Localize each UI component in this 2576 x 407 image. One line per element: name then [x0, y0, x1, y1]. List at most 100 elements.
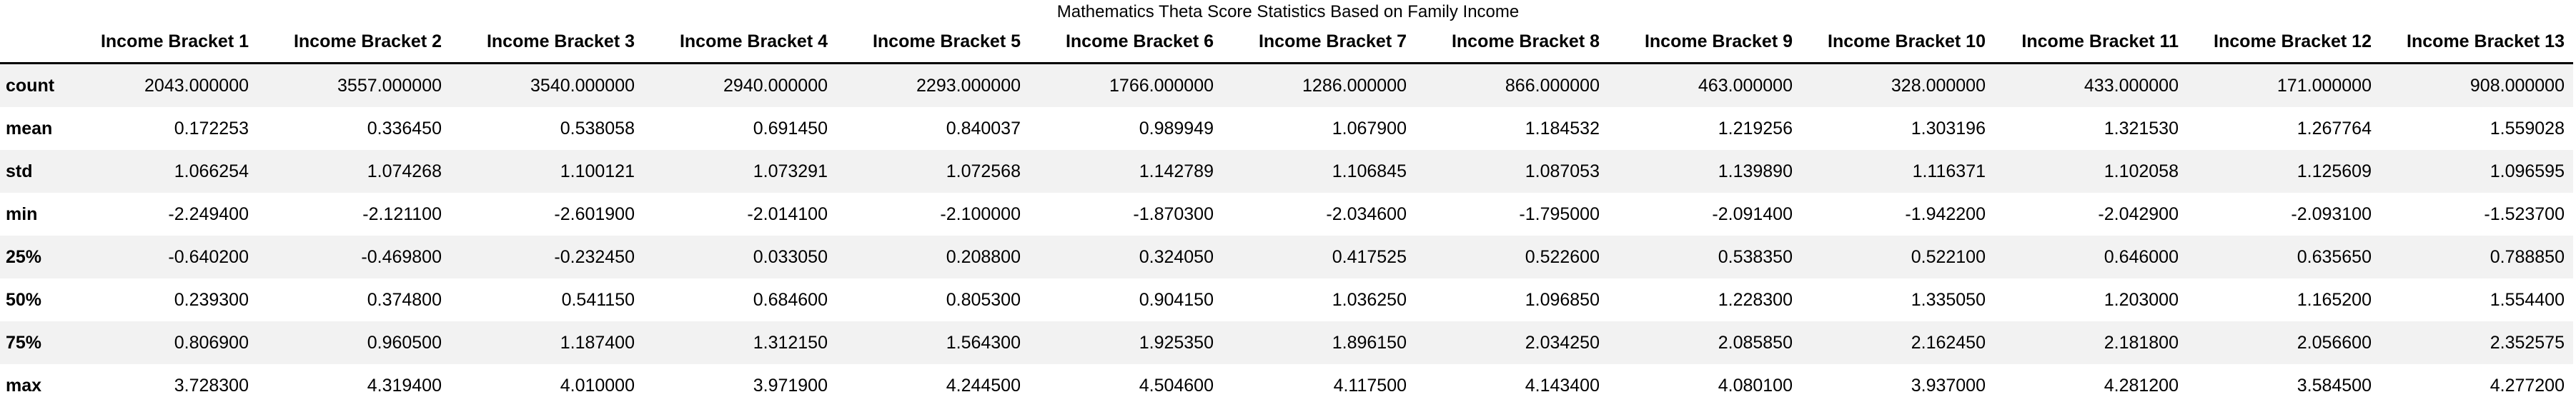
table-cell: 0.208800 [946, 246, 1021, 267]
row-label: 25% [6, 246, 42, 267]
table-cell: 866.000000 [1505, 75, 1600, 96]
table-cell: 1.125609 [2297, 161, 2372, 181]
column-header: Income Bracket 8 [1415, 21, 1608, 64]
table-cell: 1.096595 [2490, 161, 2565, 181]
table-cell: 1.228300 [1718, 289, 1793, 310]
table-row: std 1.066254 1.074268 1.100121 1.073291 1.072… [0, 150, 2573, 193]
column-header: Income Bracket 5 [836, 21, 1029, 64]
table-cell: 2.034250 [1525, 332, 1600, 353]
table-cell: 1.074268 [367, 161, 442, 181]
table-cell: 2043.000000 [144, 75, 249, 96]
table-row: 50% 0.239300 0.374800 0.541150 0.684600 0.805… [0, 278, 2573, 321]
table-cell: 0.805300 [946, 289, 1021, 310]
table-cell: 2.056600 [2297, 332, 2372, 353]
table-cell: 0.522100 [1911, 246, 1986, 267]
table-cell: -0.640200 [168, 246, 249, 267]
column-header: Income Bracket 7 [1222, 21, 1415, 64]
table-cell: 4.504600 [1139, 375, 1214, 396]
table-cell: 1.100121 [560, 161, 635, 181]
table-cell: 1.303196 [1911, 118, 1986, 139]
column-header: Income Bracket 13 [2380, 21, 2573, 64]
row-label: min [6, 204, 38, 224]
table-cell: 2940.000000 [723, 75, 828, 96]
table-cell: 1.267764 [2297, 118, 2372, 139]
table-cell: 1.096850 [1525, 289, 1600, 310]
table-cell: 0.374800 [367, 289, 442, 310]
table-cell: 2.162450 [1911, 332, 1986, 353]
table-cell: 4.277200 [2490, 375, 2565, 396]
table-cell: 0.541150 [561, 289, 635, 310]
table-cell: 1.102058 [2104, 161, 2179, 181]
row-label: max [6, 375, 42, 396]
table-cell: 1.312150 [753, 332, 828, 353]
table-cell: 1.067900 [1332, 118, 1407, 139]
table-row: min -2.249400 -2.121100 -2.601900 -2.014100 -… [0, 193, 2573, 236]
table-cell: -2.249400 [168, 204, 249, 224]
table-row: max 3.728300 4.319400 4.010000 3.971900 4.244… [0, 364, 2573, 407]
table-cell: -0.469800 [361, 246, 442, 267]
column-header: Income Bracket 9 [1608, 21, 1801, 64]
table-header: Income Bracket 1 Income Bracket 2 Income B… [0, 21, 2573, 64]
table-cell: 0.538058 [560, 118, 635, 139]
table-cell: 0.960500 [367, 332, 442, 353]
table-cell: 1.036250 [1332, 289, 1407, 310]
column-header: Income Bracket 2 [257, 21, 450, 64]
table-cell: 1.203000 [2104, 289, 2179, 310]
table-cell: 0.239300 [174, 289, 249, 310]
table-cell: -2.601900 [554, 204, 635, 224]
table-cell: 1.335050 [1911, 289, 1986, 310]
corner-cell [0, 21, 64, 64]
row-label: 50% [6, 289, 42, 310]
table-cell: 433.000000 [2084, 75, 2179, 96]
table-cell: 0.172253 [174, 118, 249, 139]
table-cell: 1.564300 [946, 332, 1021, 353]
table-cell: 4.143400 [1525, 375, 1600, 396]
table-cell: 1.142789 [1139, 161, 1214, 181]
table-cell: 1286.000000 [1302, 75, 1407, 96]
table-cell: 2293.000000 [916, 75, 1021, 96]
table-cell: 1.219256 [1718, 118, 1793, 139]
table-cell: -2.014100 [747, 204, 828, 224]
table-cell: -2.093100 [2291, 204, 2372, 224]
table-cell: -1.870300 [1133, 204, 1214, 224]
table-cell: 0.336450 [367, 118, 442, 139]
table-cell: 1.106845 [1332, 161, 1407, 181]
table-cell: 4.319400 [367, 375, 442, 396]
row-label: count [6, 75, 55, 96]
table-cell: 0.806900 [174, 332, 249, 353]
table-cell: 1.321530 [2104, 118, 2179, 139]
table-cell: 0.904150 [1139, 289, 1214, 310]
table-cell: 4.244500 [946, 375, 1021, 396]
table-row: mean 0.172253 0.336450 0.538058 0.691450 0.84… [0, 107, 2573, 150]
chart-title: Mathematics Theta Score Statistics Based… [1056, 2, 1520, 21]
column-header: Income Bracket 3 [450, 21, 643, 64]
table-cell: 1.116371 [1912, 161, 1986, 181]
table-cell: 1766.000000 [1109, 75, 1214, 96]
table-cell: -2.091400 [1712, 204, 1793, 224]
table-cell: 3.728300 [174, 375, 249, 396]
row-label: 75% [6, 332, 42, 353]
table-cell: 1.066254 [174, 161, 249, 181]
table-cell: 1.925350 [1139, 332, 1214, 353]
column-header: Income Bracket 10 [1801, 21, 1994, 64]
table-cell: 1.165200 [2297, 289, 2372, 310]
table-cell: 0.635650 [2297, 246, 2372, 267]
column-header: Income Bracket 1 [64, 21, 257, 64]
table-cell: 1.187400 [560, 332, 635, 353]
table-cell: 0.989949 [1139, 118, 1214, 139]
table-cell: 2.352575 [2490, 332, 2565, 353]
table-cell: 4.010000 [560, 375, 635, 396]
row-label: std [6, 161, 33, 181]
table-cell: 0.538350 [1718, 246, 1793, 267]
table-cell: 2.181800 [2104, 332, 2179, 353]
table-cell: 0.646000 [2104, 246, 2179, 267]
table-cell: 1.087053 [1525, 161, 1600, 181]
header-row: Income Bracket 1 Income Bracket 2 Income B… [0, 21, 2573, 64]
table-cell: 1.896150 [1332, 332, 1407, 353]
table-cell: 4.281200 [2104, 375, 2179, 396]
table-cell: 1.072568 [946, 161, 1021, 181]
table-cell: 0.840037 [946, 118, 1021, 139]
table-cell: 3540.000000 [530, 75, 635, 96]
table-cell: 1.554400 [2490, 289, 2565, 310]
table-cell: 1.073291 [753, 161, 828, 181]
